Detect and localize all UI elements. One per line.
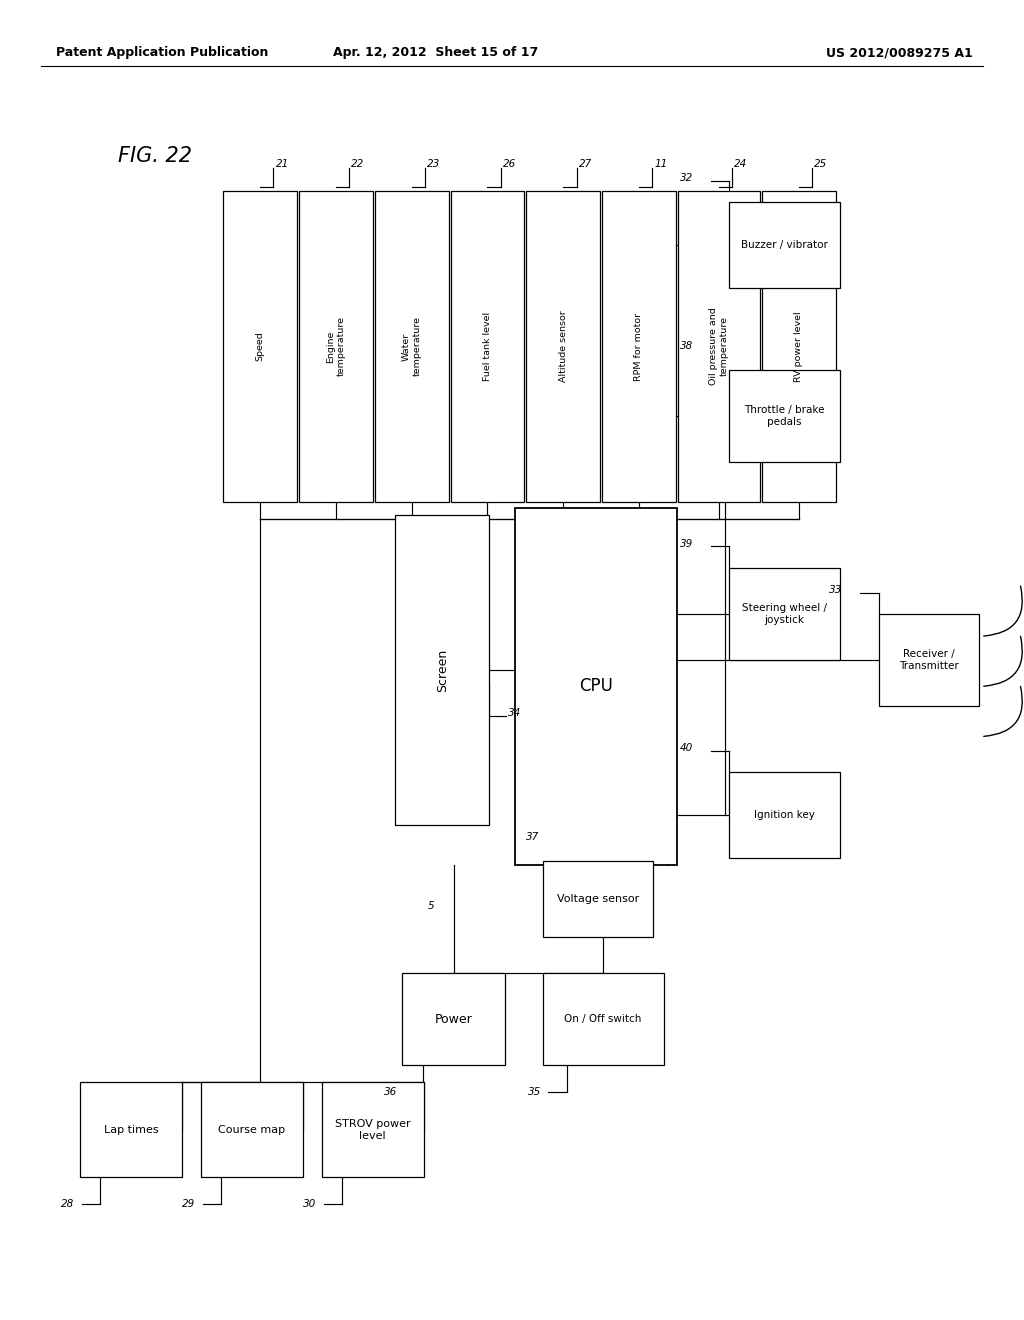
Text: Ignition key: Ignition key [754, 810, 815, 820]
Text: 39: 39 [680, 539, 693, 549]
Bar [201, 1082, 303, 1177]
Text: 38: 38 [680, 341, 693, 351]
Text: Speed: Speed [256, 331, 264, 362]
Bar [678, 191, 760, 502]
Text: Fuel tank level: Fuel tank level [483, 312, 492, 381]
Text: FIG. 22: FIG. 22 [118, 145, 191, 166]
Text: Oil pressure and
temperature: Oil pressure and temperature [710, 308, 728, 385]
Text: 36: 36 [384, 1086, 397, 1097]
Text: 11: 11 [654, 158, 668, 169]
Text: Apr. 12, 2012  Sheet 15 of 17: Apr. 12, 2012 Sheet 15 of 17 [333, 46, 538, 59]
Text: US 2012/0089275 A1: US 2012/0089275 A1 [826, 46, 973, 59]
Text: 27: 27 [579, 158, 592, 169]
Text: 33: 33 [829, 585, 843, 595]
Text: Voltage sensor: Voltage sensor [557, 894, 639, 904]
Text: 23: 23 [427, 158, 440, 169]
Bar [526, 191, 600, 502]
Text: Receiver /
Transmitter: Receiver / Transmitter [899, 649, 958, 671]
Bar [395, 515, 489, 825]
Bar [223, 191, 297, 502]
Text: 25: 25 [814, 158, 827, 169]
Text: Throttle / brake
pedals: Throttle / brake pedals [744, 405, 824, 426]
Text: 24: 24 [734, 158, 748, 169]
Text: Steering wheel /
joystick: Steering wheel / joystick [741, 603, 827, 624]
Text: 35: 35 [528, 1086, 542, 1097]
Text: Screen: Screen [436, 648, 449, 692]
Text: 5: 5 [428, 900, 434, 911]
Bar [729, 772, 840, 858]
Bar [322, 1082, 424, 1177]
Text: On / Off switch: On / Off switch [564, 1014, 642, 1024]
Text: Power: Power [435, 1012, 472, 1026]
Text: Patent Application Publication: Patent Application Publication [56, 46, 268, 59]
Bar [879, 614, 979, 706]
Bar [402, 973, 505, 1065]
Text: 28: 28 [61, 1199, 75, 1209]
Bar [729, 568, 840, 660]
Text: STROV power
level: STROV power level [335, 1119, 411, 1140]
Bar [375, 191, 449, 502]
Text: Engine
temperature: Engine temperature [327, 317, 345, 376]
Text: 34: 34 [508, 709, 521, 718]
Text: Lap times: Lap times [103, 1125, 159, 1135]
Text: 37: 37 [526, 832, 540, 842]
Bar [729, 370, 840, 462]
Text: CPU: CPU [579, 677, 613, 696]
Text: 22: 22 [351, 158, 365, 169]
Text: 32: 32 [680, 173, 693, 183]
Text: 26: 26 [503, 158, 516, 169]
Bar [602, 191, 676, 502]
Bar [515, 508, 677, 865]
Bar [451, 191, 524, 502]
Text: RPM for motor: RPM for motor [635, 313, 643, 380]
Text: Water
temperature: Water temperature [402, 317, 421, 376]
Text: Course map: Course map [218, 1125, 286, 1135]
Bar [543, 973, 664, 1065]
Text: RV power level: RV power level [795, 312, 803, 381]
Text: 30: 30 [303, 1199, 316, 1209]
Text: 21: 21 [275, 158, 289, 169]
Bar [729, 202, 840, 288]
Text: Buzzer / vibrator: Buzzer / vibrator [741, 240, 827, 249]
Text: 40: 40 [680, 743, 693, 754]
Bar [80, 1082, 182, 1177]
Bar [543, 861, 653, 937]
Text: 29: 29 [182, 1199, 196, 1209]
Bar [299, 191, 373, 502]
Text: Altitude sensor: Altitude sensor [559, 310, 567, 383]
Bar [762, 191, 836, 502]
